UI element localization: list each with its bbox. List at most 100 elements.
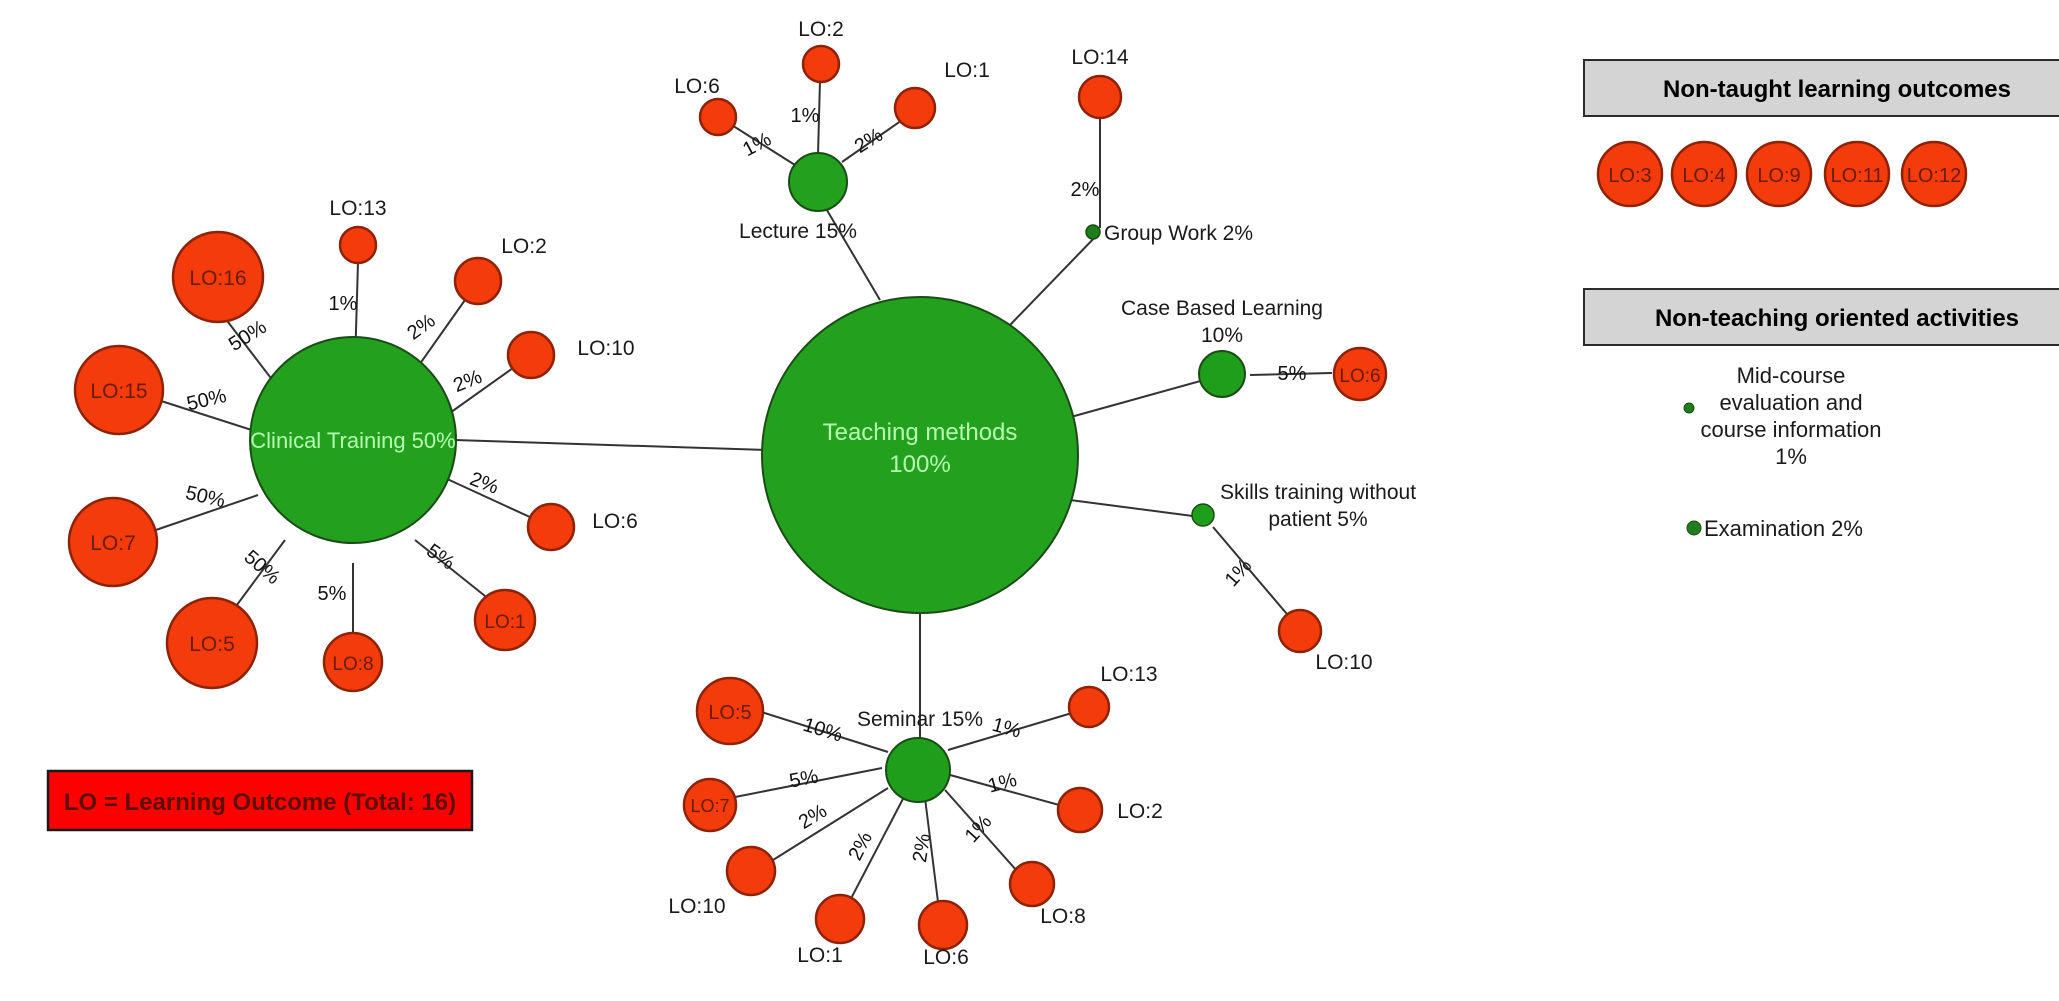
- legend-examination[interactable]: Examination 2%: [1686, 516, 1863, 541]
- edge-ct-lo6: [444, 477, 533, 519]
- node-ct-lo15[interactable]: LO:15: [73, 344, 165, 436]
- node-ct-lo8[interactable]: LO:8: [322, 631, 384, 693]
- node-sem-lo8[interactable]: LO:8: [1008, 860, 1086, 928]
- edge-label-ct-lo7: 50%: [183, 482, 227, 512]
- edge-ct-lo5: [227, 539, 286, 618]
- edge-label-ct-lo15: 50%: [185, 385, 229, 415]
- skills-training-label-line1: Skills training without: [1220, 481, 1416, 504]
- edge-st-lo10: [1212, 526, 1293, 621]
- edge-ct-lo7: [149, 494, 259, 533]
- edge-label-ct-lo8: 5%: [318, 583, 347, 605]
- sem-lo7-label: LO:7: [690, 796, 729, 816]
- node-cbl-lo6[interactable]: LO:6: [1332, 346, 1388, 402]
- node-ct-lo5[interactable]: LO:5: [165, 596, 259, 690]
- node-gw-lo14[interactable]: LO:14: [1071, 46, 1129, 120]
- edge-sem-lo5: [754, 709, 889, 753]
- node-sem-lo1[interactable]: LO:1: [797, 893, 866, 967]
- node-lec-lo2[interactable]: LO:2: [798, 18, 844, 84]
- node-sem-lo5[interactable]: LO:5: [695, 676, 765, 746]
- edge-hub-skills-training: [1069, 499, 1209, 519]
- edge-label-gw-lo14: 2%: [1071, 179, 1100, 201]
- legend-lo11[interactable]: LO:11: [1823, 140, 1891, 208]
- legend-mid-course-line2: evaluation and: [1719, 390, 1862, 415]
- edge-label-sem-lo5: 10%: [800, 714, 845, 747]
- edge-sem-lo10: [764, 787, 889, 866]
- node-skills-training[interactable]: Skills training without patient 5%: [1191, 481, 1416, 531]
- seminar-label: Seminar 15%: [857, 708, 983, 731]
- legend-lo-definition-text: LO = Learning Outcome (Total: 16): [64, 789, 456, 816]
- legend-lo9[interactable]: LO:9: [1745, 140, 1813, 208]
- ct-lo5-label: LO:5: [189, 633, 235, 656]
- edge-ct-lo15: [157, 399, 259, 433]
- edge-label-sem-lo6: 2%: [909, 832, 935, 864]
- lec-lo1-label: LO:1: [944, 59, 990, 82]
- legend-lo9-label: LO:9: [1757, 165, 1800, 187]
- legend-non-taught-title: Non-taught learning outcomes: [1663, 76, 2011, 103]
- sem-lo13-label: LO:13: [1100, 663, 1157, 686]
- edge-label-ct-lo13: 1%: [329, 293, 358, 315]
- legend-mid-course-evaluation[interactable]: Mid-course evaluation and course informa…: [1683, 363, 1882, 469]
- edge-sem-lo8: [944, 789, 1026, 881]
- node-ct-lo16[interactable]: LO:16: [171, 230, 265, 324]
- edge-label-ct-lo2: 2%: [403, 310, 439, 345]
- sem-lo8-label: LO:8: [1040, 905, 1086, 928]
- sem-lo10-label: LO:10: [668, 895, 725, 918]
- edge-label-ct-lo6: 2%: [467, 468, 502, 499]
- hub-value: 100%: [889, 451, 950, 478]
- edge-cbl-lo6: [1249, 372, 1333, 376]
- ct-lo8-label: LO:8: [332, 654, 373, 675]
- edge-label-sem-lo13: 1%: [990, 714, 1024, 743]
- node-sem-lo2[interactable]: LO:2: [1056, 786, 1163, 834]
- edge-sem-lo6: [924, 797, 941, 919]
- node-group-work[interactable]: Group Work 2%: [1085, 222, 1253, 245]
- legend-lo-definition-box: [46, 769, 474, 832]
- node-case-based-learning[interactable]: Case Based Learning 10%: [1121, 297, 1323, 398]
- case-based-learning-share: 10%: [1201, 324, 1243, 347]
- node-ct-lo6[interactable]: LO:6: [526, 502, 638, 552]
- node-lec-lo6[interactable]: LO:6: [674, 75, 738, 137]
- node-ct-lo10[interactable]: LO:10: [506, 330, 635, 380]
- sem-lo1-label: LO:1: [797, 944, 843, 967]
- legend-lo-definition: LO = Learning Outcome (Total: 16): [46, 769, 474, 832]
- node-sem-lo6[interactable]: LO:6: [917, 899, 969, 969]
- edge-hub-group-work: [1009, 231, 1101, 326]
- edge-lec-lo6: [726, 121, 796, 166]
- edge-label-lec-lo2: 1%: [791, 105, 820, 127]
- legend-lo12[interactable]: LO:12: [1900, 140, 1968, 208]
- legend-mid-course-line3: course information: [1701, 417, 1882, 442]
- edge-ct-lo1: [414, 539, 491, 601]
- legend-non-teaching-title: Non-teaching oriented activities: [1655, 305, 2019, 332]
- node-seminar[interactable]: Seminar 15%: [857, 708, 983, 803]
- ct-lo10-label: LO:10: [577, 337, 634, 360]
- st-lo10-label: LO:10: [1315, 651, 1372, 674]
- node-ct-lo7[interactable]: LO:7: [67, 496, 159, 588]
- legend-mid-course-line4: 1%: [1775, 444, 1807, 469]
- node-st-lo10[interactable]: LO:10: [1277, 608, 1373, 674]
- hub-label: Teaching methods: [823, 419, 1018, 446]
- legend-mid-course-line1: Mid-course: [1737, 363, 1846, 388]
- clinical-training-label: Clinical Training 50%: [250, 428, 455, 453]
- edge-label-cbl-lo6: 5%: [1278, 363, 1307, 385]
- sem-lo6-label: LO:6: [923, 946, 969, 969]
- legend-lo4[interactable]: LO:4: [1670, 140, 1738, 208]
- edge-hub-lecture: [817, 194, 881, 301]
- ct-lo16-label: LO:16: [189, 267, 246, 290]
- legend-lo4-label: LO:4: [1682, 165, 1725, 187]
- node-lec-lo1[interactable]: LO:1: [893, 59, 990, 130]
- legend-non-taught-box: [1583, 59, 2059, 117]
- edge-label-sem-lo7: 5%: [788, 766, 821, 793]
- node-ct-lo2[interactable]: LO:2: [453, 235, 547, 306]
- node-sem-lo13[interactable]: LO:13: [1067, 663, 1158, 729]
- edge-sem-lo1: [844, 794, 906, 911]
- legend-lo3[interactable]: LO:3: [1596, 140, 1664, 208]
- ct-lo2-label: LO:2: [501, 235, 547, 258]
- node-sem-lo7[interactable]: LO:7: [682, 777, 738, 833]
- ct-lo6-label: LO:6: [592, 510, 638, 533]
- node-lecture[interactable]: Lecture 15%: [739, 152, 857, 243]
- node-teaching-methods[interactable]: Teaching methods 100%: [761, 296, 1079, 614]
- node-ct-lo13[interactable]: LO:13: [329, 197, 387, 265]
- node-ct-lo1[interactable]: LO:1: [473, 588, 537, 652]
- node-sem-lo10[interactable]: LO:10: [668, 845, 777, 918]
- edge-lec-lo2: [817, 79, 821, 156]
- node-clinical-training[interactable]: Clinical Training 50%: [249, 336, 457, 544]
